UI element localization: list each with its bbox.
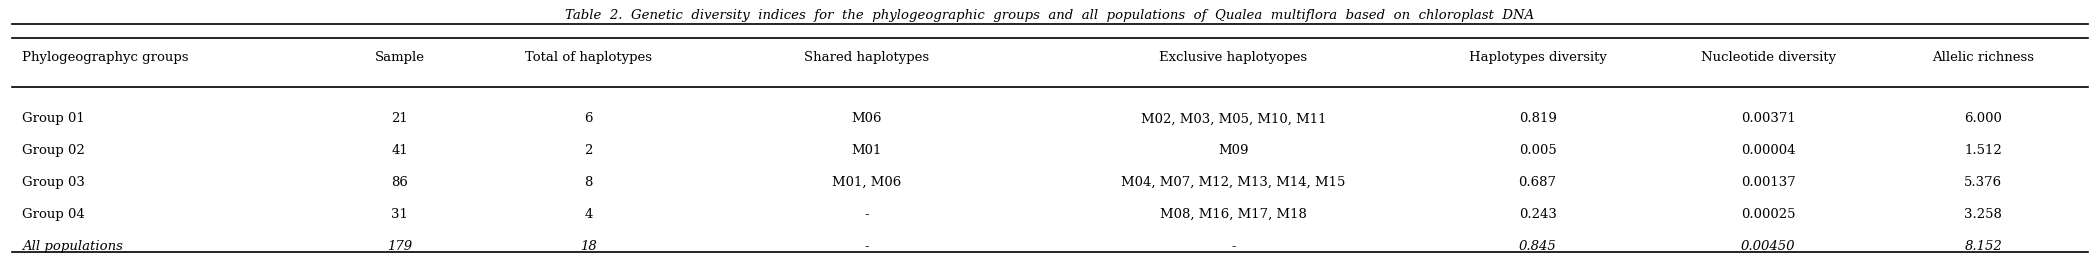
Text: Sample: Sample <box>376 51 424 64</box>
Text: 0.00025: 0.00025 <box>1741 208 1796 221</box>
Text: 31: 31 <box>391 208 407 221</box>
Text: 18: 18 <box>580 240 596 253</box>
Text: M08, M16, M17, M18: M08, M16, M17, M18 <box>1159 208 1306 221</box>
Text: 3.258: 3.258 <box>1964 208 2001 221</box>
Text: 6: 6 <box>584 112 592 125</box>
Text: 0.00371: 0.00371 <box>1741 112 1796 125</box>
Text: 0.687: 0.687 <box>1518 176 1556 189</box>
Text: 8.152: 8.152 <box>1964 240 2001 253</box>
Text: -: - <box>1231 240 1235 253</box>
Text: Total of haplotypes: Total of haplotypes <box>525 51 653 64</box>
Text: 0.845: 0.845 <box>1518 240 1556 253</box>
Text: 1.512: 1.512 <box>1964 144 2001 157</box>
Text: Group 03: Group 03 <box>23 176 86 189</box>
Text: -: - <box>865 208 869 221</box>
Text: Group 02: Group 02 <box>23 144 86 157</box>
Text: M09: M09 <box>1218 144 1250 157</box>
Text: 0.005: 0.005 <box>1518 144 1556 157</box>
Text: Nucleotide diversity: Nucleotide diversity <box>1701 51 1835 64</box>
Text: Phylogeographyc groups: Phylogeographyc groups <box>23 51 189 64</box>
Text: 41: 41 <box>391 144 407 157</box>
Text: Table  2.  Genetic  diversity  indices  for  the  phylogeographic  groups  and  : Table 2. Genetic diversity indices for t… <box>565 9 1535 22</box>
Text: M01, M06: M01, M06 <box>832 176 901 189</box>
Text: -: - <box>865 240 869 253</box>
Text: Allelic richness: Allelic richness <box>1932 51 2035 64</box>
Text: Exclusive haplotyopes: Exclusive haplotyopes <box>1159 51 1308 64</box>
Text: 179: 179 <box>386 240 412 253</box>
Text: Shared haplotypes: Shared haplotypes <box>804 51 928 64</box>
Text: 0.00004: 0.00004 <box>1741 144 1796 157</box>
Text: 6.000: 6.000 <box>1964 112 2001 125</box>
Text: 5.376: 5.376 <box>1964 176 2001 189</box>
Text: 4: 4 <box>584 208 592 221</box>
Text: Group 04: Group 04 <box>23 208 86 221</box>
Text: M01: M01 <box>850 144 882 157</box>
Text: M02, M03, M05, M10, M11: M02, M03, M05, M10, M11 <box>1140 112 1327 125</box>
Text: 86: 86 <box>391 176 407 189</box>
Text: 2: 2 <box>584 144 592 157</box>
Text: 0.00450: 0.00450 <box>1741 240 1796 253</box>
Text: 8: 8 <box>584 176 592 189</box>
Text: Haplotypes diversity: Haplotypes diversity <box>1468 51 1606 64</box>
Text: Group 01: Group 01 <box>23 112 86 125</box>
Text: M04, M07, M12, M13, M14, M15: M04, M07, M12, M13, M14, M15 <box>1121 176 1346 189</box>
Text: 21: 21 <box>391 112 407 125</box>
Text: 0.00137: 0.00137 <box>1741 176 1796 189</box>
Text: M06: M06 <box>850 112 882 125</box>
Text: All populations: All populations <box>23 240 124 253</box>
Text: 0.243: 0.243 <box>1518 208 1556 221</box>
Text: 0.819: 0.819 <box>1518 112 1556 125</box>
